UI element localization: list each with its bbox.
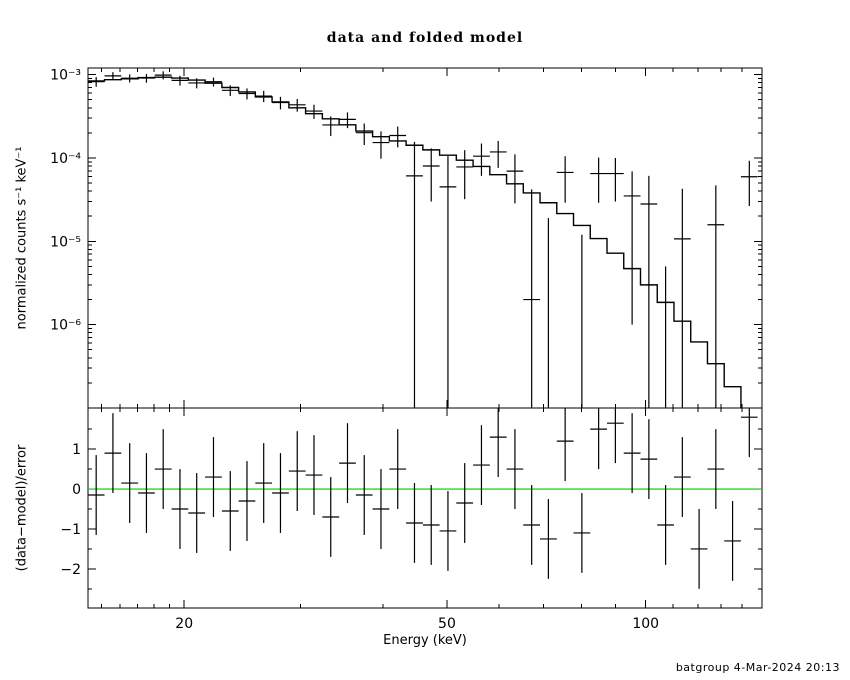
y-axis-label-bottom: (data−model)/error xyxy=(14,444,30,572)
data-points xyxy=(88,71,758,408)
svg-text:0: 0 xyxy=(72,482,81,498)
svg-text:−2: −2 xyxy=(60,562,81,578)
svg-text:10⁻⁶: 10⁻⁶ xyxy=(50,318,81,334)
axes-frame xyxy=(87,67,763,609)
svg-text:10⁻⁵: 10⁻⁵ xyxy=(50,234,81,250)
tick-labels: 20 50 100 10⁻³ 10⁻⁴ 10⁻⁵ 10⁻⁶ 1 0 −1 −2 xyxy=(50,68,659,632)
svg-text:100: 100 xyxy=(632,616,659,632)
x-axis-label: Energy (keV) xyxy=(383,633,467,648)
svg-text:20: 20 xyxy=(175,616,193,632)
footer-credit: batgroup 4-Mar-2024 20:13 xyxy=(675,661,840,674)
svg-text:1: 1 xyxy=(72,442,81,458)
svg-text:10⁻⁴: 10⁻⁴ xyxy=(50,151,81,167)
svg-text:−1: −1 xyxy=(60,522,81,538)
plot-title: data and folded model xyxy=(326,30,524,46)
y-axis-label-top: normalized counts s⁻¹ keV⁻¹ xyxy=(14,146,30,330)
svg-text:50: 50 xyxy=(438,616,456,632)
residual-points xyxy=(88,408,758,589)
model-staircase xyxy=(88,76,742,408)
svg-text:10⁻³: 10⁻³ xyxy=(50,68,81,84)
